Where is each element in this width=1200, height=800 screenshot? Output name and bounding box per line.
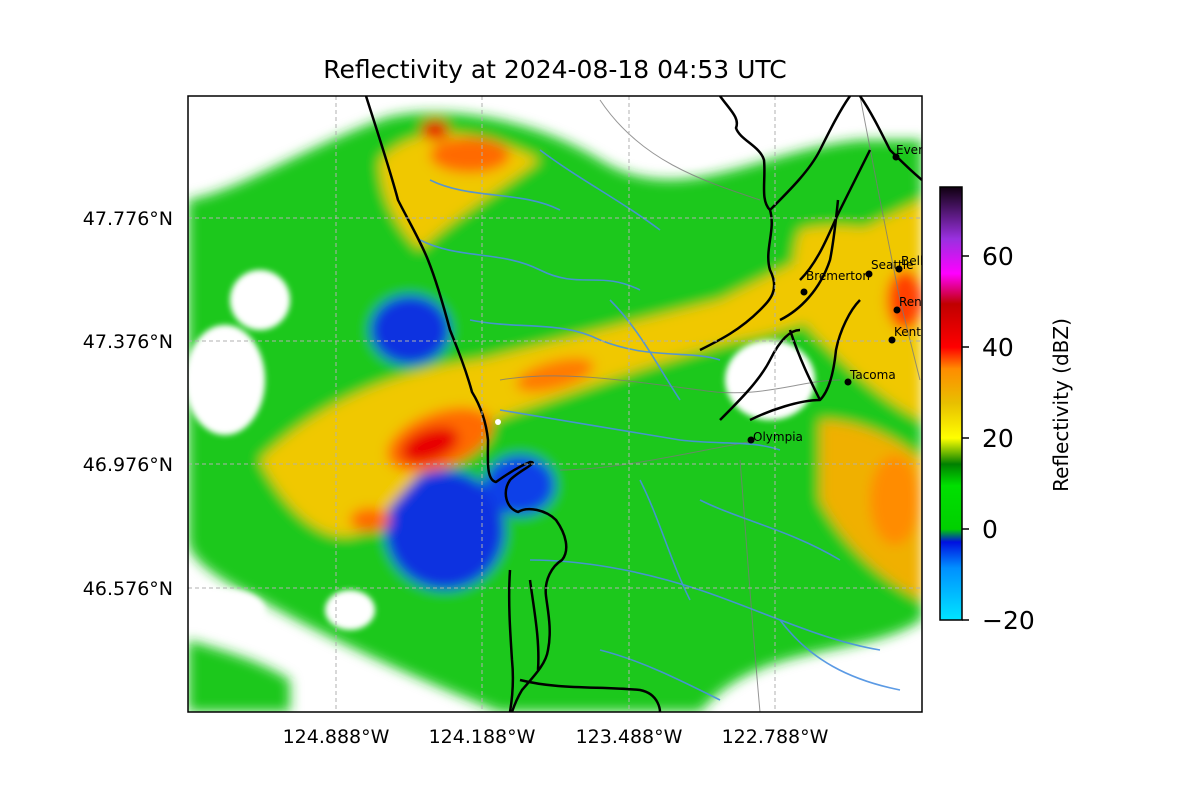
colorbar: 60 40 20 0 −20 Reflectivity (dBZ) bbox=[939, 186, 1073, 635]
lat-tick-label: 47.376°N bbox=[83, 331, 173, 353]
chart-title: Reflectivity at 2024-08-18 04:53 UTC bbox=[323, 55, 786, 84]
roads bbox=[499, 96, 921, 712]
city-label-olympia: Olympia bbox=[753, 430, 803, 444]
lon-tick-label: 122.788°W bbox=[722, 726, 829, 748]
no-echo-gaps bbox=[188, 115, 815, 630]
city-label-renton: Renton bbox=[899, 295, 941, 309]
city-dot-olympia bbox=[747, 436, 755, 444]
city-markers: Everett Seattle Bellevue Bremerton Rento… bbox=[747, 143, 953, 444]
colorbar-tick-label: 0 bbox=[982, 515, 998, 544]
city-dot-kent bbox=[888, 336, 896, 344]
gridlines bbox=[188, 96, 922, 712]
lat-tick-label: 46.576°N bbox=[83, 578, 173, 600]
city-dot-seattle bbox=[865, 270, 873, 278]
lon-tick-label: 124.888°W bbox=[283, 726, 390, 748]
colorbar-tick-label: 60 bbox=[982, 242, 1014, 271]
colorbar-tick-label: 40 bbox=[982, 333, 1014, 362]
latitude-labels: 47.776°N 47.376°N 46.976°N 46.576°N bbox=[83, 208, 173, 600]
city-label-bremerton: Bremerton bbox=[806, 269, 870, 283]
colorbar-tick-label: −20 bbox=[982, 606, 1035, 635]
city-label-bellevue: Bellevue bbox=[901, 254, 953, 268]
lon-tick-label: 124.188°W bbox=[429, 726, 536, 748]
city-dot-tacoma bbox=[844, 378, 852, 386]
longitude-labels: 124.888°W 124.188°W 123.488°W 122.788°W bbox=[283, 726, 829, 748]
lat-tick-label: 47.776°N bbox=[83, 208, 173, 230]
city-dot-bellevue bbox=[895, 265, 903, 273]
radar-echoes bbox=[188, 112, 922, 712]
city-label-kent: Kent bbox=[894, 325, 921, 339]
colorbar-tick-label: 20 bbox=[982, 424, 1014, 453]
map-panel: Everett Seattle Bellevue Bremerton Rento… bbox=[188, 96, 953, 712]
city-dot-renton bbox=[893, 306, 901, 314]
colorbar-title: Reflectivity (dBZ) bbox=[1049, 318, 1073, 492]
city-label-seattle: Seattle bbox=[871, 258, 913, 272]
lat-tick-label: 46.976°N bbox=[83, 454, 173, 476]
radar-site-marker bbox=[495, 419, 501, 425]
lon-tick-label: 123.488°W bbox=[576, 726, 683, 748]
city-dot-bremerton bbox=[800, 288, 808, 296]
coastline bbox=[364, 96, 922, 712]
city-label-everett: Everett bbox=[896, 143, 940, 157]
rivers bbox=[419, 149, 901, 701]
city-dot-everett bbox=[892, 153, 900, 161]
city-label-tacoma: Tacoma bbox=[849, 368, 896, 382]
colorbar-ticks bbox=[962, 255, 969, 621]
map-frame bbox=[187, 95, 923, 713]
colorbar-gradient bbox=[939, 186, 963, 621]
